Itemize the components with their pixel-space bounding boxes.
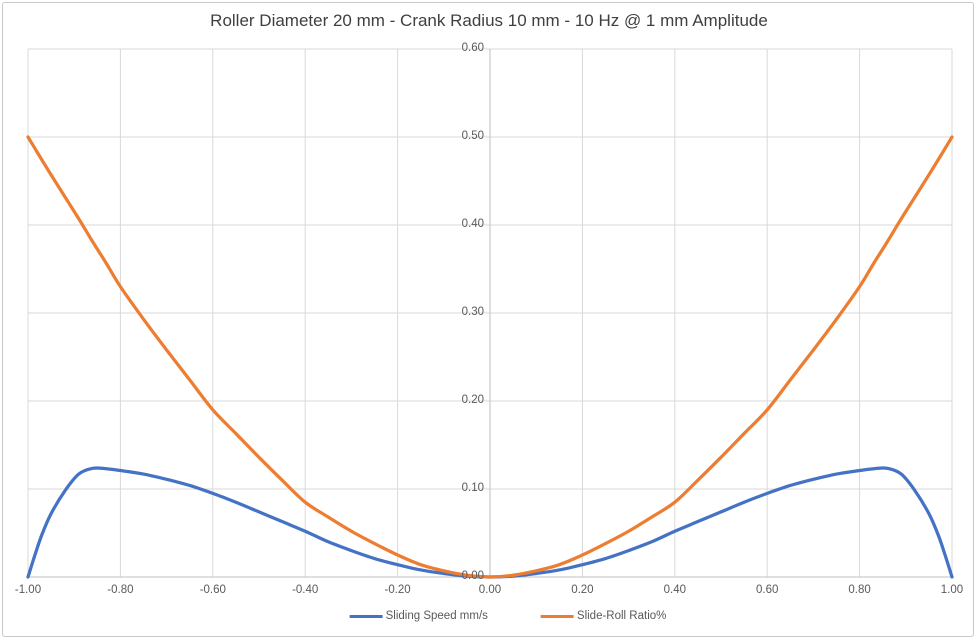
x-axis-tick-label: -0.40 [292,584,319,596]
legend: Sliding Speed mm/s Slide-Roll Ratio% [349,610,667,622]
x-axis-tick-label: 0.20 [571,584,594,596]
y-axis-tick-label: 0.30 [461,306,484,318]
y-axis-tick-label: 0.50 [461,130,484,142]
legend-item: Slide-Roll Ratio% [540,610,667,622]
series-line-slide-roll-ratio- [26,135,954,579]
legend-label: Slide-Roll Ratio% [576,610,667,622]
legend-item: Sliding Speed mm/s [349,610,488,622]
legend-line-swatch [349,614,383,618]
x-axis-tick-label: -0.80 [107,584,134,596]
x-axis-tick-label: -0.60 [199,584,226,596]
chart-title: Roller Diameter 20 mm - Crank Radius 10 … [210,11,768,30]
legend-line-swatch [540,614,574,618]
y-axis-tick-label: 0.40 [461,218,484,230]
legend-label: Sliding Speed mm/s [385,610,488,622]
x-axis-tick-label: -0.20 [384,584,411,596]
y-axis-tick-label: 0.60 [461,42,484,54]
x-axis-tick-label: -1.00 [14,584,42,596]
x-axis-tick-label: 0.80 [848,584,871,596]
y-axis-tick-label: 0.00 [461,570,484,582]
x-axis-tick-label: 1.00 [940,584,964,596]
y-axis-tick-label: 0.10 [461,482,484,494]
x-axis-tick-label: 0.60 [755,584,779,596]
x-axis-tick-label: 0.00 [478,584,502,596]
x-axis-tick-label: 0.40 [663,584,686,596]
y-axis-tick-label: 0.20 [461,394,484,406]
